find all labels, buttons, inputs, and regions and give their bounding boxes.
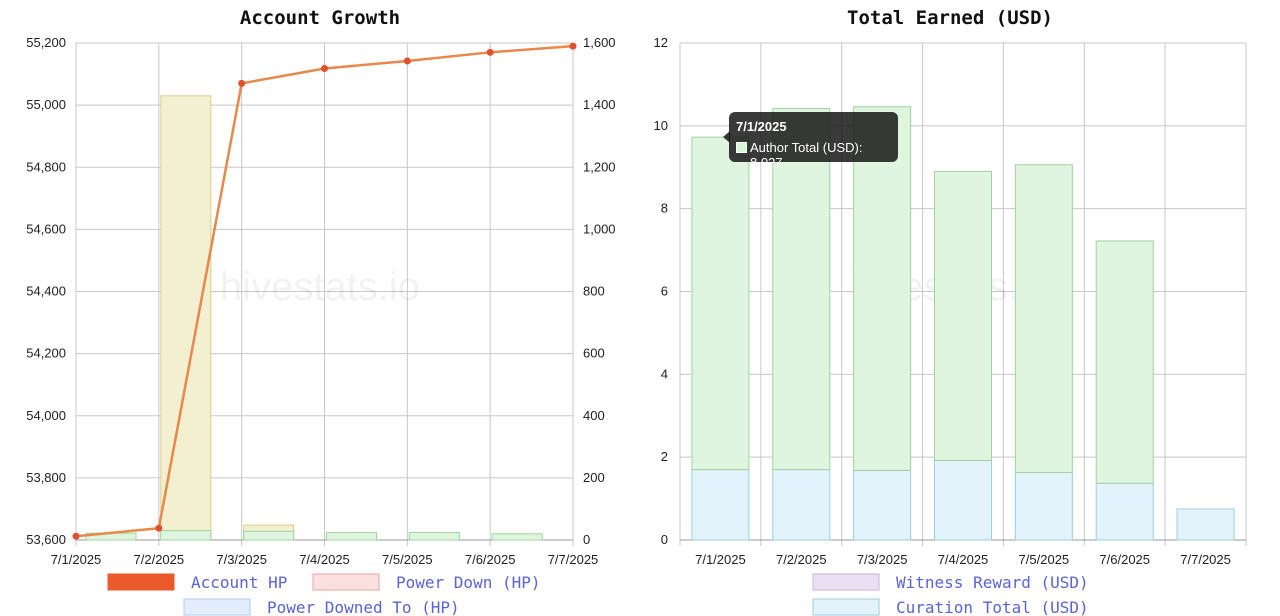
legend-swatch[interactable] [107,573,175,591]
legend-label: Witness Reward (USD) [896,573,1089,592]
x-tick-label: 7/2/2025 [134,552,185,567]
bar[interactable] [1014,471,1073,541]
y-right-tick-label: 1,600 [583,35,616,50]
bar[interactable] [491,533,543,541]
bar[interactable] [934,170,992,461]
legend-swatch[interactable] [812,598,880,616]
x-tick-label: 7/1/2025 [51,552,102,567]
y-left-tick-label: 53,800 [26,470,66,485]
tooltip-label: Author Total (USD): 8.027 [750,140,863,170]
y-left-tick-label: 54,800 [26,159,66,174]
y-tick-label: 0 [661,532,668,547]
legend-label: Power Down (HP) [396,573,541,592]
x-tick-label: 7/7/2025 [548,552,599,567]
chart-title-total-earned: Total Earned (USD) [847,7,1053,29]
x-tick-label: 7/3/2025 [857,552,908,567]
x-tick-label: 7/3/2025 [216,552,267,567]
y-right-tick-label: 0 [583,532,590,547]
bar[interactable] [772,107,831,471]
chart-tooltip: 7/1/2025 Author Total (USD): 8.027 [729,112,898,170]
x-tick-label: 7/7/2025 [1180,552,1231,567]
bar[interactable] [160,530,212,541]
y-tick-label: 4 [661,366,668,381]
bar[interactable] [1095,482,1154,541]
x-tick-label: 7/1/2025 [695,552,746,567]
bar[interactable] [772,469,831,541]
account-hp-point[interactable] [155,524,163,532]
tooltip-swatch [736,142,747,153]
legend-label: Curation Total (USD) [896,598,1089,616]
y-tick-label: 6 [661,284,668,299]
y-right-tick-label: 600 [583,346,605,361]
bar[interactable] [243,530,295,541]
account-hp-point[interactable] [321,64,328,72]
bar[interactable] [853,106,912,471]
account-hp-point[interactable] [569,42,577,50]
x-tick-label: 7/5/2025 [1019,552,1070,567]
y-left-tick-label: 54,200 [26,346,66,361]
x-tick-label: 7/6/2025 [465,552,516,567]
y-right-tick-label: 1,200 [583,159,616,174]
legend-label: Account HP [191,573,287,592]
y-right-tick-label: 1,000 [583,221,616,236]
x-tick-label: 7/4/2025 [938,552,989,567]
bar[interactable] [408,532,460,541]
y-tick-label: 10 [654,118,668,133]
x-tick-label: 7/2/2025 [776,552,827,567]
legend-label: Power Downed To (HP) [267,598,460,616]
legend-swatch[interactable] [312,573,380,591]
bar[interactable] [1176,508,1235,541]
bar[interactable] [1095,240,1154,484]
bar[interactable] [853,469,912,541]
legend-swatch[interactable] [812,573,880,591]
x-tick-label: 7/5/2025 [382,552,433,567]
x-tick-label: 7/4/2025 [299,552,350,567]
y-right-tick-label: 800 [583,284,605,299]
chart-title-account-growth: Account Growth [240,7,400,29]
y-left-tick-label: 54,600 [26,221,66,236]
account-hp-point[interactable] [403,57,411,65]
account-hp-point[interactable] [486,48,494,56]
y-tick-label: 2 [661,449,668,464]
watermark-left: hivestats.io [220,265,420,309]
y-left-tick-label: 54,000 [26,408,66,423]
bar[interactable] [691,136,750,471]
bar[interactable] [326,532,377,541]
y-right-tick-label: 200 [583,470,605,485]
y-right-tick-label: 400 [583,408,605,423]
tooltip-title: 7/1/2025 [736,119,787,134]
legend-swatch[interactable] [183,598,251,616]
y-tick-label: 8 [661,201,668,216]
account-hp-point[interactable] [238,79,246,87]
bar[interactable] [934,459,992,541]
y-left-tick-label: 54,400 [26,284,66,299]
y-left-tick-label: 53,600 [26,532,66,547]
y-left-tick-label: 55,200 [26,35,66,50]
tooltip-caret [723,131,730,143]
bar[interactable] [691,469,750,541]
y-tick-label: 12 [654,35,668,50]
bar[interactable] [1014,164,1073,473]
y-right-tick-label: 1,400 [583,97,616,112]
y-left-tick-label: 55,000 [26,97,66,112]
account-hp-point[interactable] [72,532,80,540]
x-tick-label: 7/6/2025 [1099,552,1150,567]
